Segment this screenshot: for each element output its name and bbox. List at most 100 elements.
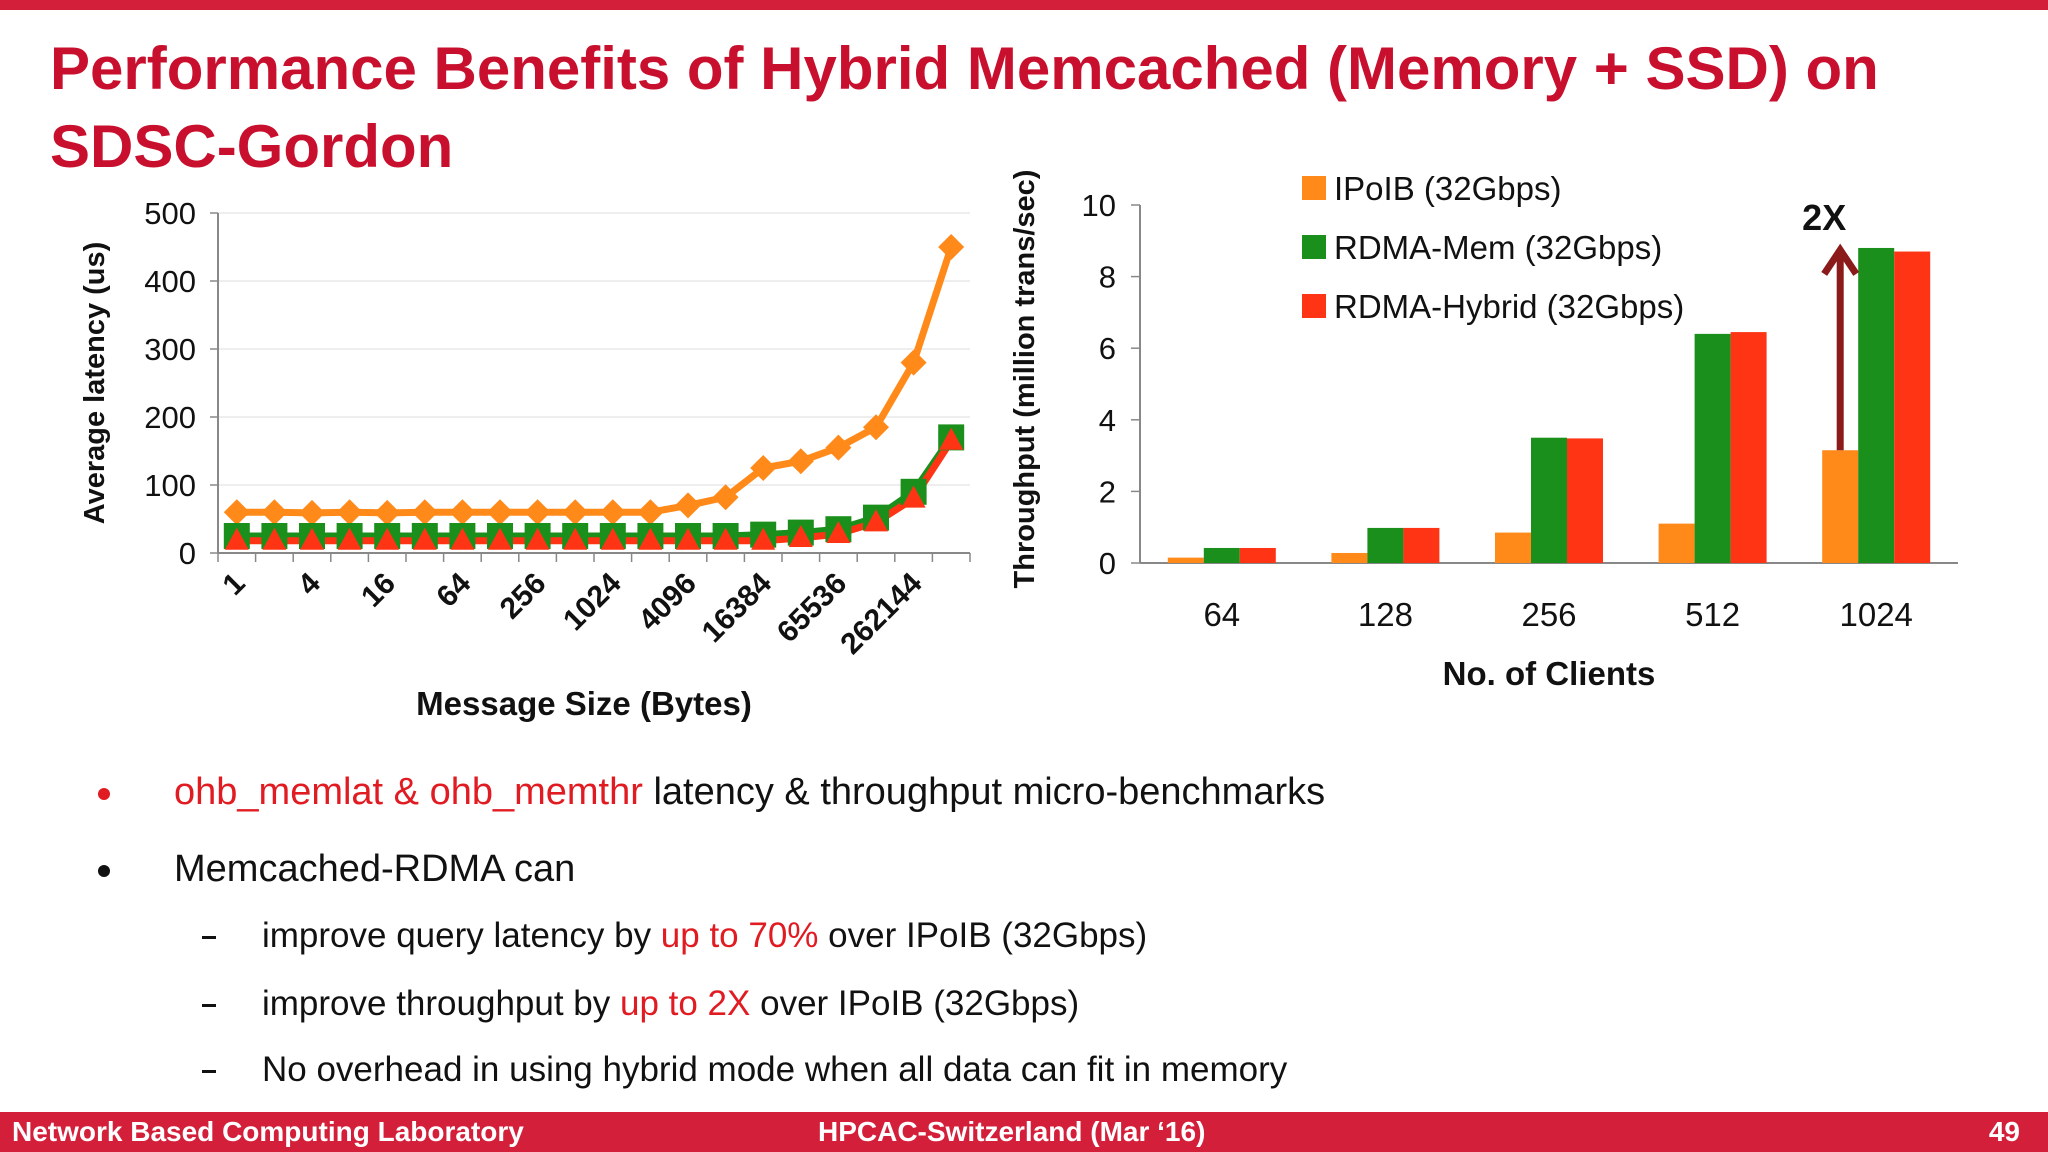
x-tick-label: 256 [1521,596,1576,633]
x-tick-label: 1024 [557,567,628,638]
y-tick-label: 200 [144,400,196,435]
bar [1531,437,1567,563]
bar [1495,532,1531,563]
data-point [676,527,700,550]
data-point [336,499,363,526]
bar [1858,247,1895,563]
data-point [939,427,964,450]
data-point [901,485,926,508]
bar [1367,527,1404,563]
sub-bullet-item: No overhead in using hybrid mode when al… [262,1047,1287,1093]
data-point [562,499,589,526]
bar [1567,438,1603,563]
data-point [787,448,814,475]
sub-bullet-text: over IPoIB (32Gbps) [818,916,1148,955]
bar [1167,557,1204,563]
x-tick-label: 16384 [696,567,779,650]
x-tick-label: 64 [430,566,477,613]
sub-bullet-text: improve query latency by [262,916,661,955]
x-tick-label: 64 [1203,596,1240,633]
data-point [900,349,927,376]
y-tick-label: 400 [144,264,196,299]
x-tick-label: 4 [292,566,327,601]
bar [1203,547,1240,563]
x-tick-label: 256 [494,567,553,626]
annotation-label: 2X [1802,197,1846,238]
data-point [600,527,625,550]
x-tick-label: 1 [217,567,252,602]
y-tick-label: 4 [1099,403,1116,438]
data-point [262,527,287,550]
legend-swatch [1302,176,1326,200]
x-tick-label: 128 [1358,596,1413,633]
bullet-marker [98,844,110,894]
bullet-marker [98,767,110,817]
x-tick-label: 4096 [632,567,703,638]
data-point [450,527,475,550]
x-axis-title: No. of Clients [1443,655,1656,692]
y-axis-title: Throughput (million trans/sec) [1009,170,1041,589]
data-point [487,499,513,526]
slide-title: Performance Benefits of Hybrid Memcached… [50,35,1879,180]
bullet-text: latency & throughput micro-benchmarks [642,771,1326,813]
data-point [675,492,701,519]
bar [1730,332,1767,563]
footer-event: HPCAC-Switzerland (Mar ‘16) [818,1116,1206,1147]
x-tick-label: 262144 [834,566,928,660]
bullet-item: Memcached-RDMA can [174,844,575,894]
y-tick-label: 6 [1099,331,1116,366]
bar [1822,450,1859,563]
data-point [300,527,324,550]
data-point [524,499,551,526]
y-tick-label: 300 [144,332,196,367]
data-point [299,499,325,526]
x-axis-title: Message Size (Bytes) [416,685,752,722]
legend-label: IPoIB (32Gbps) [1334,170,1561,207]
data-point [637,499,664,526]
footer-page-number: 49 [1988,1116,2020,1147]
x-tick-label: 1024 [1839,596,1912,633]
data-point [599,499,626,526]
data-point [826,520,851,543]
data-point [750,455,777,481]
data-point [863,414,889,441]
data-point [864,509,888,532]
sub-bullet-marker [202,913,216,959]
series-line [236,245,955,517]
legend-label: RDMA-Mem (32Gbps) [1334,229,1662,266]
bar [1403,527,1440,563]
sub-bullet-item: improve query latency by up to 70% over … [262,913,1147,959]
footer-bar: Network Based Computing Laboratory HPCAC… [0,1112,2048,1152]
data-point [825,434,852,461]
data-point [713,527,738,550]
annotation-arrowhead [1821,243,1860,276]
footer-lab-name: Network Based Computing Laboratory [12,1116,524,1147]
sub-bullet-text: over IPoIB (32Gbps) [750,984,1080,1023]
data-point [411,499,438,526]
data-point [938,234,965,260]
bar [1331,552,1368,563]
x-tick-label: 16 [355,567,402,614]
throughput-chart: 0 2 4 6 8 10 64 128 256 512 1024 No. of Clients Thro… [1009,170,1958,692]
data-point [638,527,663,550]
sub-bullet-highlight: up to 2X [619,984,751,1023]
data-point [337,527,362,550]
legend-label: RDMA-Hybrid (32Gbps) [1334,288,1684,325]
y-tick-label: 100 [144,468,196,503]
data-point [788,525,813,548]
data-point [751,527,776,550]
data-point [563,527,588,550]
bar [1658,523,1695,563]
y-tick-label: 8 [1099,260,1116,295]
y-tick-label: 2 [1099,474,1116,509]
data-point [374,499,401,526]
data-point [412,527,437,550]
sub-bullet-text: improve throughput by [262,984,620,1023]
y-tick-label: 500 [144,196,196,231]
sub-bullet-marker [202,981,216,1027]
data-point [375,527,400,550]
sub-bullet-highlight: up to 70% [660,916,819,955]
sub-bullet-item: improve throughput by up to 2X over IPoI… [262,981,1079,1027]
legend-swatch [1302,294,1326,318]
